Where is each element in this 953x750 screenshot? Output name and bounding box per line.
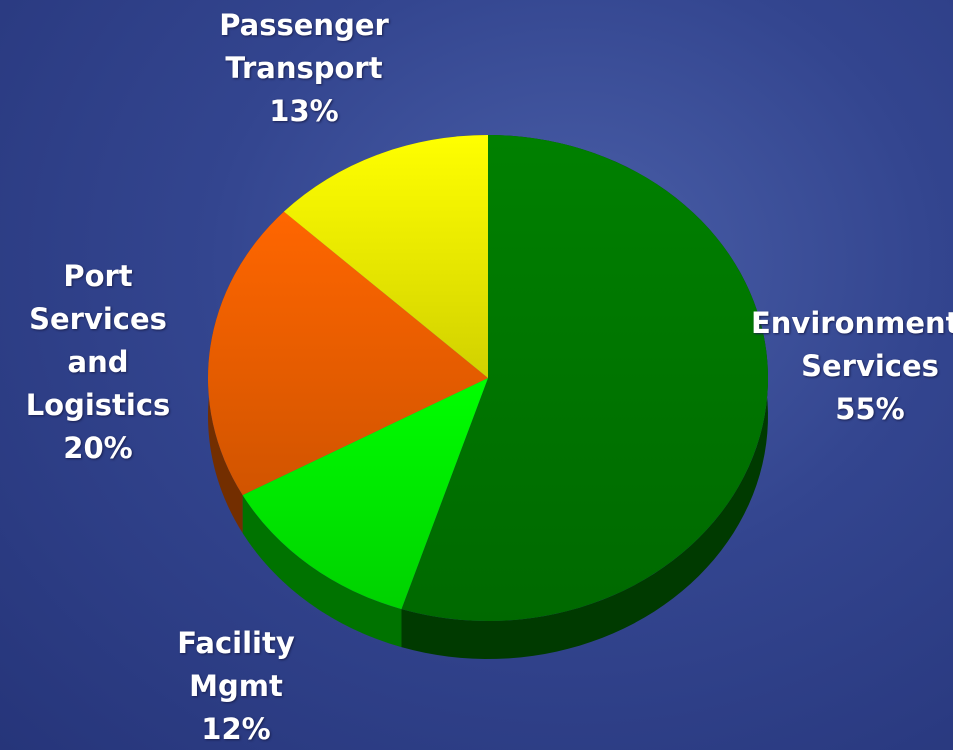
category-name: Port Services and Logistics [25,259,171,422]
value-label: 13% [269,94,339,128]
slice-label: Port Services and Logistics 20% [26,255,171,470]
category-name: Facility Mgmt [177,626,295,703]
value-label: 12% [201,712,271,746]
slice [242,378,488,610]
slice [283,135,488,378]
slice [208,211,488,496]
slice-label: Environmental Services 55% [751,302,953,431]
slice-label: Facility Mgmt 12% [177,622,294,750]
slice-side [242,495,402,648]
value-label: 20% [63,431,133,465]
category-name: Passenger Transport [219,8,389,85]
value-label: 55% [835,392,905,426]
slice-label: Passenger Transport 13% [219,4,389,133]
category-name: Environmental Services [750,306,953,383]
slice [401,135,768,621]
